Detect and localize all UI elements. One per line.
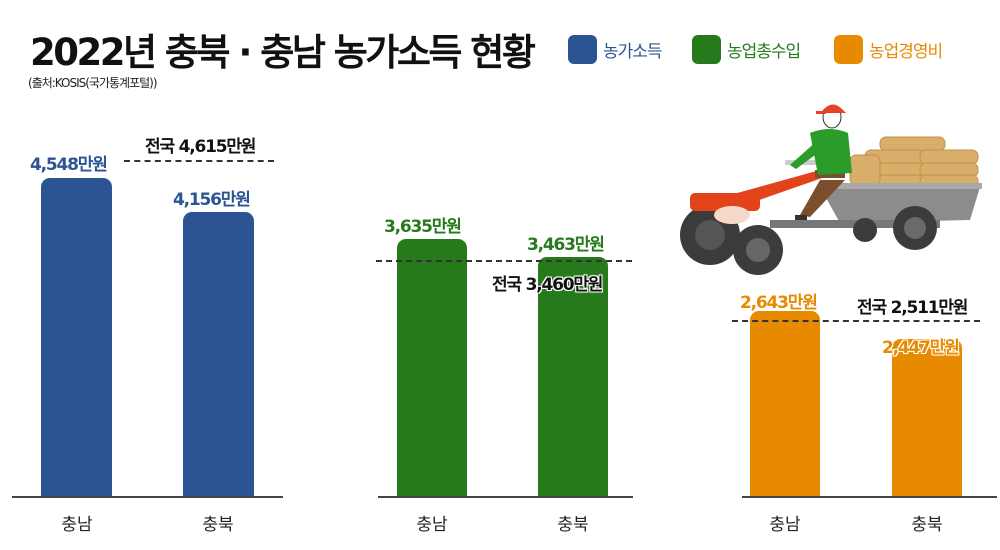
- bar-chungbuk-gross-receipts: [538, 257, 608, 497]
- national-average-label: 전국 4,615만원: [145, 137, 256, 157]
- national-average-line: [376, 260, 632, 262]
- x-axis-line: [742, 496, 997, 498]
- bar-value-label: 2,447만원: [882, 338, 960, 358]
- national-average-label: 전국 2,511만원: [857, 298, 968, 318]
- legend-label: 농업총수입: [727, 42, 801, 62]
- category-label: 충북: [557, 515, 589, 535]
- bar-value-label: 2,643만원: [740, 293, 818, 313]
- legend-swatch-green: [692, 35, 721, 64]
- legend-label: 농업경영비: [869, 42, 943, 62]
- national-average-line: [124, 160, 274, 162]
- x-axis-line: [12, 496, 283, 498]
- page-title: 2022년 충북 · 충남 농가소득 현황: [30, 31, 536, 74]
- bar-chungbuk-farm-income: [183, 212, 254, 497]
- bar-value-label: 4,156만원: [173, 190, 251, 210]
- legend-label: 농가소득: [603, 42, 663, 62]
- legend-item-operating-cost: 농업경영비: [834, 35, 943, 64]
- legend-swatch-orange: [834, 35, 863, 64]
- bar-value-label: 3,463만원: [527, 235, 605, 255]
- national-average-label: 전국 3,460만원: [492, 275, 603, 295]
- category-label: 충남: [416, 515, 448, 535]
- bar-chungnam-farm-income: [41, 178, 112, 497]
- bar-value-label: 3,635만원: [384, 217, 462, 237]
- farmer-tractor-illustration: [680, 104, 982, 275]
- bar-chungnam-operating-cost: [750, 311, 820, 497]
- legend-swatch-blue: [568, 35, 597, 64]
- bar-value-label: 4,548만원: [30, 155, 108, 175]
- category-label: 충남: [61, 515, 93, 535]
- legend-item-gross-receipts: 농업총수입: [692, 35, 801, 64]
- legend-item-farm-income: 농가소득: [568, 35, 663, 64]
- x-axis-line: [378, 496, 633, 498]
- category-label: 충북: [202, 515, 234, 535]
- source-note: (출처:KOSIS(국가통계포털)): [28, 76, 158, 90]
- bar-chungnam-gross-receipts: [397, 239, 467, 497]
- national-average-line: [732, 320, 980, 322]
- bar-chungbuk-operating-cost: [892, 339, 962, 497]
- category-label: 충남: [769, 515, 801, 535]
- category-label: 충북: [911, 515, 943, 535]
